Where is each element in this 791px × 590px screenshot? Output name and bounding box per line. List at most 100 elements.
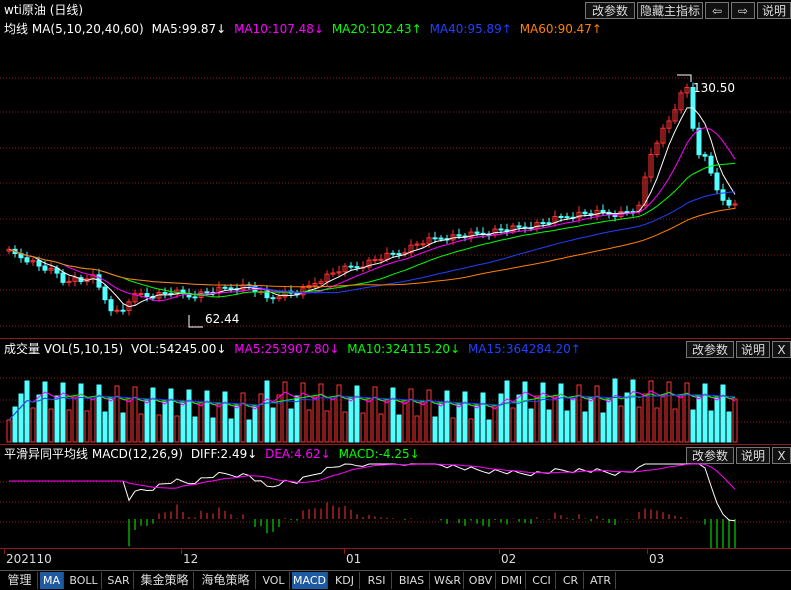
volume-bar (564, 410, 570, 443)
volume-bar (150, 387, 156, 443)
prev-button[interactable]: ⇦ (705, 2, 729, 19)
volume-bar (6, 419, 12, 443)
volume-bar (30, 407, 36, 443)
volume-ma-line (8, 394, 736, 421)
volume-bar (270, 407, 276, 443)
tab-ma[interactable]: MA (40, 572, 64, 589)
x-axis-label: 202110 (6, 552, 52, 566)
candle-body (546, 222, 552, 225)
tab-cci[interactable]: CCI (528, 572, 556, 589)
tab-bias[interactable]: BIAS (394, 572, 430, 589)
volume-bar (366, 399, 372, 443)
period-label: (日线) (49, 3, 84, 17)
volume-bar (246, 419, 252, 443)
next-button[interactable]: ⇨ (731, 2, 755, 19)
volume-bar (204, 390, 210, 443)
volume-chart[interactable] (0, 356, 791, 444)
macd-histogram (128, 502, 736, 548)
macd-chart[interactable] (0, 462, 791, 548)
volume-bar (276, 394, 282, 443)
candle-body (132, 293, 138, 303)
candle-body (300, 287, 306, 296)
volume-bar (714, 397, 720, 443)
macd-legend: 平滑异同平均线 MACD(12,26,9) DIFF:2.49↓ DEA:4.6… (4, 446, 420, 462)
ma-line (8, 127, 736, 302)
tab-sar[interactable]: SAR (104, 572, 134, 589)
tab-wr[interactable]: W&R (432, 572, 464, 589)
candle-body (42, 265, 48, 271)
macd-params-button[interactable]: 改参数 (686, 447, 734, 464)
candle-body (396, 253, 402, 256)
volume-bar (138, 413, 144, 443)
price-markers: 130.50 62.44 (188, 74, 735, 328)
tab-turtle-strategy[interactable]: 海龟策略 (196, 572, 256, 589)
candle-body (504, 229, 510, 232)
candle-body (642, 176, 648, 206)
ma10-value: MA10:107.48↓ (234, 22, 324, 36)
volume-bar (186, 389, 192, 443)
volume-bar (648, 380, 654, 443)
volume-ma-lines (8, 390, 736, 421)
tab-dmi[interactable]: DMI (498, 572, 526, 589)
volume-bar (60, 382, 66, 443)
tab-boll[interactable]: BOLL (66, 572, 102, 589)
tab-jijin-strategy[interactable]: 集金策略 (136, 572, 194, 589)
candle-body (438, 237, 444, 240)
volume-bar (336, 384, 342, 443)
tab-obv[interactable]: OBV (466, 572, 496, 589)
volume-bar (576, 384, 582, 443)
volume-bar (384, 400, 390, 443)
candle-body (354, 266, 360, 269)
low-marker-line (188, 315, 203, 328)
vol-ma10-value: MA10:324115.20↓ (347, 342, 461, 356)
ma-legend: 均线 MA(5,10,20,40,60) MA5:99.87↓ MA10:107… (4, 21, 602, 37)
tab-rsi[interactable]: RSI (362, 572, 392, 589)
candle-body (624, 211, 630, 214)
tab-macd[interactable]: MACD (292, 572, 328, 589)
candle-body (510, 225, 516, 232)
candle-body (654, 142, 660, 155)
volume-bar (606, 399, 612, 443)
volume-bar (414, 415, 420, 443)
hide-main-indicator-button[interactable]: 隐藏主指标 (637, 2, 703, 19)
volume-bar (708, 410, 714, 443)
volume-bar (552, 396, 558, 443)
volume-bar (90, 397, 96, 443)
macd-help-button[interactable]: 说明 (736, 447, 770, 464)
change-params-button[interactable]: 改参数 (585, 2, 635, 19)
volume-bar (678, 395, 684, 443)
volume-help-button[interactable]: 说明 (736, 341, 770, 358)
candle-body (720, 189, 726, 201)
price-chart[interactable]: 130.50 62.44 (0, 38, 791, 338)
volume-bar (408, 388, 414, 443)
volume-bar (516, 394, 522, 443)
volume-legend: 成交量 VOL(5,10,15) VOL:54245.00↓ MA5:25390… (4, 341, 581, 357)
volume-bar (330, 397, 336, 443)
volume-bar (180, 402, 186, 443)
moving-average-lines (8, 107, 736, 308)
volume-bar (258, 393, 264, 443)
volume-bar (210, 417, 216, 443)
volume-bar (636, 406, 642, 443)
candle-body (696, 127, 702, 156)
volume-bar (282, 381, 288, 443)
volume-bar (570, 397, 576, 443)
candle-body (732, 203, 738, 206)
candle-body (534, 222, 540, 229)
volume-bar (228, 418, 234, 443)
candle-body (102, 286, 108, 301)
candle-body (678, 92, 684, 111)
volume-bar (558, 383, 564, 443)
volume-bar (48, 408, 54, 443)
volume-params-button[interactable]: 改参数 (686, 341, 734, 358)
tab-kdj[interactable]: KDJ (330, 572, 360, 589)
volume-bar (126, 399, 132, 443)
tab-manage[interactable]: 管理 (2, 572, 38, 589)
help-button[interactable]: 说明 (757, 2, 791, 19)
tab-cr[interactable]: CR (558, 572, 584, 589)
tab-vol[interactable]: VOL (258, 572, 290, 589)
tab-atr[interactable]: ATR (586, 572, 616, 589)
volume-bar (522, 381, 528, 443)
candle-body (540, 222, 546, 225)
macd-value: MACD:-4.25↓ (338, 447, 420, 461)
